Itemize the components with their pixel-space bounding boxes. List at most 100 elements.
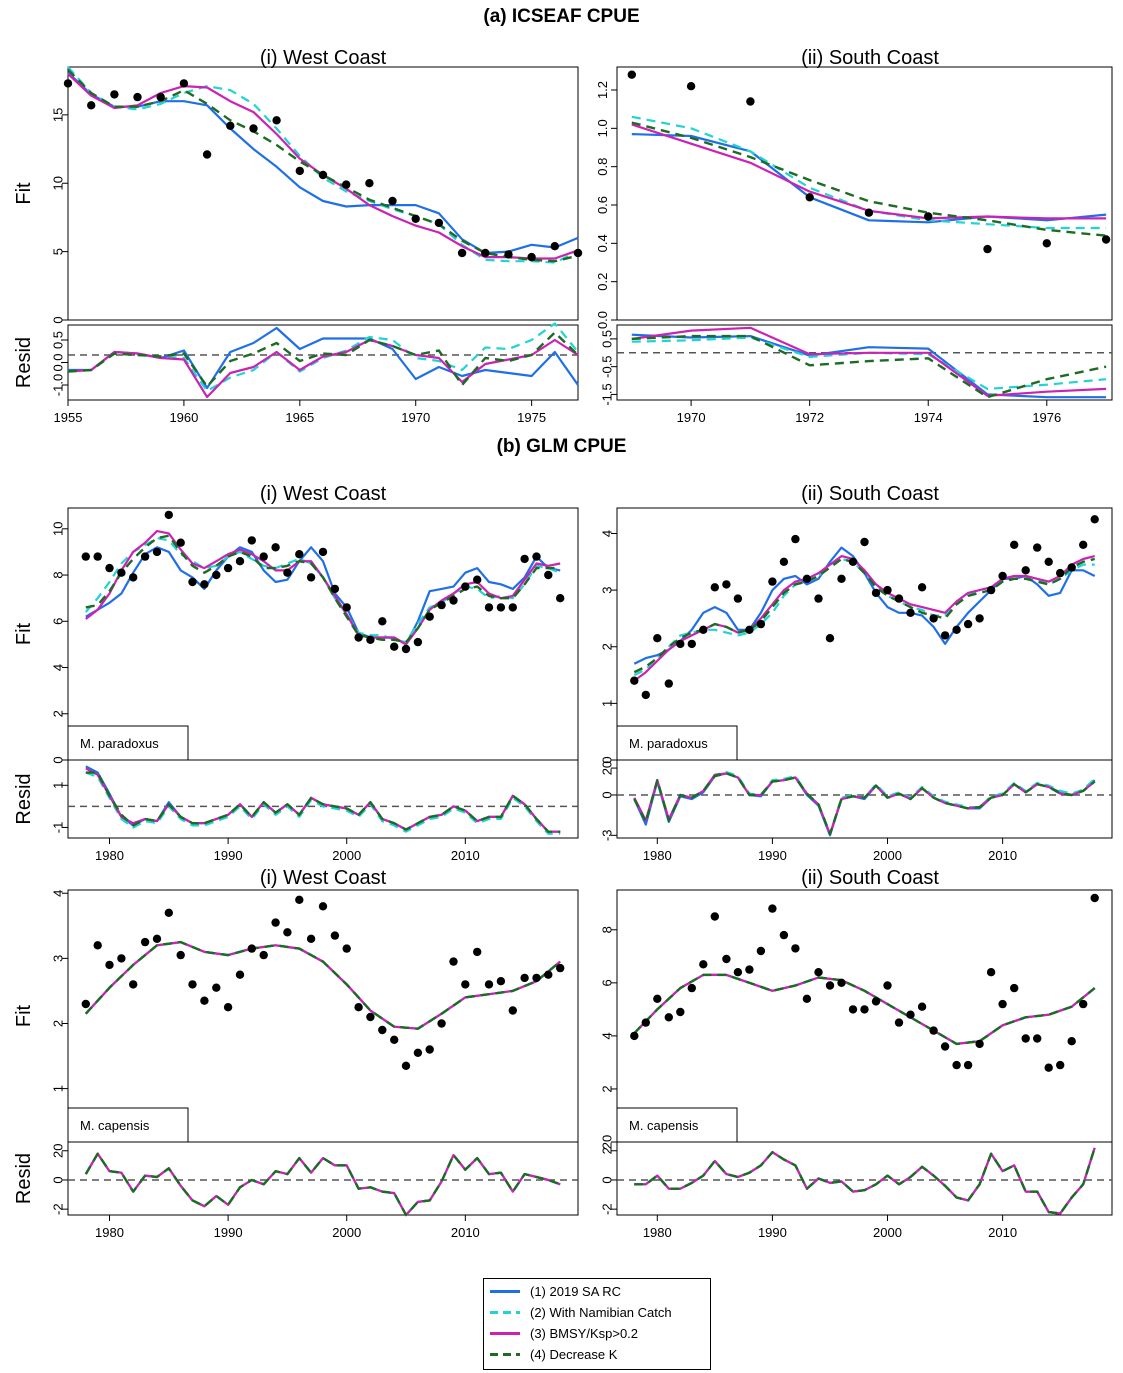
observed-point [1010, 983, 1019, 993]
resid-line-series-4 [631, 334, 1107, 399]
observed-point [378, 1025, 387, 1035]
observed-point [653, 994, 662, 1003]
observed-point [733, 968, 743, 977]
observed-point [532, 552, 541, 561]
observed-point [87, 101, 96, 110]
observed-point [756, 619, 766, 629]
legend-label: (3) BMSY/Ksp>0.2 [530, 1325, 639, 1341]
legend-swatch [490, 1331, 520, 1335]
observed-point [247, 536, 256, 545]
observed-point [117, 568, 126, 577]
x-tick-label: 1980 [643, 1225, 672, 1240]
resid-line-series-4 [67, 331, 579, 388]
resid-y-tick-label: -1.5 [600, 383, 615, 405]
observed-point [894, 594, 904, 603]
y-tick-label: 0 [51, 756, 66, 763]
x-tick-label: 1965 [285, 410, 314, 425]
observed-point [306, 573, 316, 582]
observed-point [802, 574, 812, 583]
observed-point [188, 577, 197, 587]
observed-point [906, 608, 915, 617]
resid-panel-frame [616, 759, 1113, 839]
observed-point [791, 944, 800, 953]
observed-point [883, 585, 892, 595]
panel-title: (ii) South Coast [801, 483, 939, 505]
observed-point [283, 928, 292, 937]
observed-point [110, 90, 119, 99]
resid-line-series-2 [85, 771, 561, 835]
observed-point [963, 619, 973, 629]
observed-point [212, 983, 221, 992]
observed-point [998, 571, 1007, 581]
x-tick-label: 1990 [758, 1225, 787, 1240]
y-tick-label: 8 [600, 926, 615, 933]
legend-item: (1) 2019 SA RC [490, 1282, 621, 1300]
observed-point [200, 996, 209, 1005]
observed-point [871, 588, 881, 598]
observed-point [152, 547, 162, 557]
observed-point [556, 594, 565, 603]
observed-point [1042, 239, 1052, 248]
y-tick-label: 3 [51, 955, 66, 962]
observed-point [295, 895, 304, 904]
observed-point [496, 977, 506, 986]
resid-y-tick-label: 20 [600, 761, 615, 775]
observed-point [544, 570, 553, 580]
resid-y-tick-label: 0.5 [600, 330, 615, 348]
observed-point [940, 631, 950, 640]
observed-point [906, 1010, 915, 1019]
observed-point [457, 248, 467, 258]
fit-line-series-2 [633, 557, 1095, 677]
observed-point [223, 563, 233, 573]
observed-point [202, 150, 212, 159]
species-label: M. capensis [629, 1118, 699, 1133]
observed-point [342, 180, 351, 189]
observed-point [437, 1019, 446, 1028]
observed-point [848, 1005, 858, 1014]
observed-point [814, 594, 823, 603]
x-tick-label: 1975 [517, 410, 546, 425]
observed-point [745, 965, 754, 974]
fit-line-series-4 [84, 940, 561, 1030]
observed-point [746, 97, 755, 106]
species-label-box: M. paradoxus [616, 725, 738, 761]
observed-point [676, 639, 685, 649]
observed-point [413, 1048, 423, 1058]
observed-point [722, 954, 731, 964]
observed-point [805, 193, 814, 202]
y-tick-label: 0.0 [595, 311, 610, 329]
observed-point [573, 248, 583, 258]
observed-point [140, 552, 150, 561]
observed-point [952, 625, 961, 634]
observed-point [864, 208, 874, 217]
observed-point [653, 634, 662, 643]
observed-point [848, 557, 858, 566]
y-tick-label: 2 [600, 643, 615, 650]
resid-line-series-3 [84, 1152, 561, 1217]
observed-point [710, 583, 719, 592]
x-tick-label: 2010 [451, 1225, 480, 1240]
species-label-box: M. paradoxus [67, 725, 189, 761]
y-tick-label: 0.2 [595, 273, 610, 291]
observed-point [1010, 540, 1019, 549]
resid-panel-frame [67, 1141, 579, 1216]
observed-point [1021, 1034, 1030, 1043]
fit-line-series-4 [633, 557, 1095, 674]
observed-point [940, 1042, 950, 1051]
resid-line-series-4 [634, 1147, 1096, 1215]
observed-point [461, 980, 470, 989]
resid-line-series-1 [84, 1152, 561, 1217]
y-tick-label: 0 [51, 316, 66, 323]
resid-y-tick-label: 0 [600, 791, 615, 798]
observed-point [496, 603, 506, 612]
observed-point [1101, 235, 1111, 244]
y-tick-label: 6 [51, 618, 66, 625]
observed-point [401, 644, 411, 654]
y-tick-label: 20 [600, 1135, 615, 1149]
observed-point [527, 252, 536, 262]
resid-line-series-3 [85, 767, 561, 833]
observed-point [676, 1007, 685, 1017]
observed-point [295, 166, 304, 176]
observed-point [484, 603, 494, 612]
observed-point [779, 930, 789, 940]
